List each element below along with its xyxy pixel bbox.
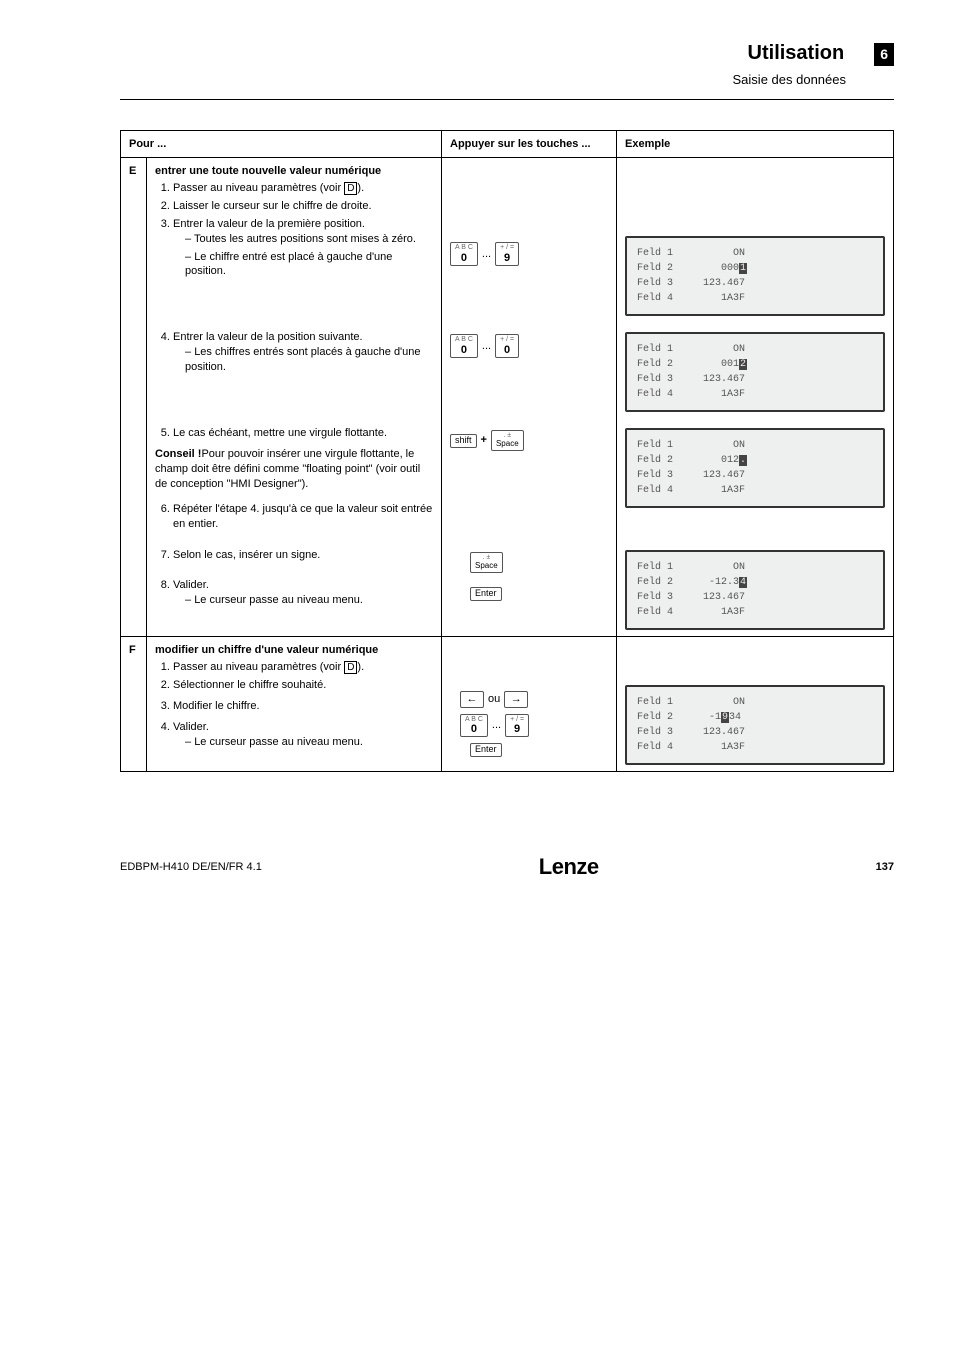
row-e-step3-sub2: Le chiffre entré est placé à gauche d'un… [185,250,433,280]
row-f-step4-sub1: Le curseur passe au niveau menu. [185,735,433,750]
row-e-keys-1: A B C0 ... + / =9 [442,158,617,323]
key-abc0: A B C0 [450,242,478,266]
row-e-step3: Entrer la valeur de la première position… [173,217,433,279]
row-e-step8: Valider. Le curseur passe au niveau menu… [173,578,433,608]
row-e-step1: Passer au niveau paramètres (voir D). [173,181,433,196]
row-f-intro: modifier un chiffre d'une valeur numériq… [155,643,433,658]
row-e-desc-1: entrer une toute nouvelle valeur numériq… [147,158,442,323]
row-e-keys-3: shift + . ±Space [442,418,617,540]
chapter-number: 6 [874,43,894,66]
key-enter-f: Enter [470,743,502,757]
screen-e5: Feld 1 ON Feld 2 012. Feld 3 123.467 Fel… [625,428,885,508]
row-e-desc-4: Selon le cas, insérer un signe. Valider.… [147,540,442,637]
row-e-step5: Le cas échéant, mettre une virgule flott… [173,426,433,441]
row-f-desc: modifier un chiffre d'une valeur numériq… [147,637,442,772]
row-e-desc-2: Entrer la valeur de la position suivante… [147,322,442,418]
key-space-sign: . ±Space [470,552,503,572]
row-e-intro: entrer une toute nouvelle valeur numériq… [155,164,433,179]
screen-e4: Feld 1 ON Feld 2 0012 Feld 3 123.467 Fel… [625,332,885,412]
row-f-ex: Feld 1 ON Feld 2 -1934 Feld 3 123.467 Fe… [617,637,894,772]
header-rule [120,99,894,100]
instruction-table: Pour ... Appuyer sur les touches ... Exe… [120,130,894,773]
row-e-step4: Entrer la valeur de la position suivante… [173,330,433,375]
row-e-step4-sub1: Les chiffres entrés sont placés à gauche… [185,345,433,375]
key-enter: Enter [470,587,502,601]
row-f-step1: Passer au niveau paramètres (voir D). [173,660,433,675]
col-header-example: Exemple [617,130,894,158]
label-ou: ou [488,692,500,707]
footer-left: EDBPM-H410 DE/EN/FR 4.1 [120,860,262,875]
col-header-pour: Pour ... [121,130,442,158]
key-abc0-f: A B C0 [460,714,488,738]
key-0: + / =0 [495,334,519,358]
row-e-keys-2: A B C0 ... + / =0 [442,322,617,418]
row-e-ex-2: Feld 1 ON Feld 2 0012 Feld 3 123.467 Fel… [617,322,894,418]
row-e-letter: E [121,158,147,323]
row-e-step6: Répéter l'étape 4. jusqu'à ce que la val… [173,502,433,532]
row-f-step3: Modifier le chiffre. [173,699,433,714]
screen-e3: Feld 1 ON Feld 2 0001 Feld 3 123.467 Fel… [625,236,885,316]
key-arrow-right: → [504,691,528,707]
page-subtitle: Saisie des données [120,71,846,89]
key-arrow-left: ← [460,691,484,707]
key-dots-f: ... [492,718,501,733]
row-f-step2: Sélectionner le chiffre souhaité. [173,678,433,693]
row-e-step2: Laisser le curseur sur le chiffre de dro… [173,199,433,214]
row-f-step4: Valider. Le curseur passe au niveau menu… [173,720,433,750]
key-space: . ±Space [491,430,524,450]
key-dots-2: ... [482,339,491,354]
row-e-ex-4: Feld 1 ON Feld 2 -12.34 Feld 3 123.467 F… [617,540,894,637]
row-e-step7: Selon le cas, insérer un signe. [173,548,433,563]
row-e-desc-3: Le cas échéant, mettre une virgule flott… [147,418,442,540]
screen-e7: Feld 1 ON Feld 2 -12.34 Feld 3 123.467 F… [625,550,885,630]
page-header: Utilisation 6 Saisie des données [120,40,894,100]
row-e-ex-1: Feld 1 ON Feld 2 0001 Feld 3 123.467 Fel… [617,158,894,323]
row-e-keys-4: . ±Space Enter [442,540,617,637]
key-plus: + [481,433,487,448]
row-f-letter: F [121,637,147,772]
row-e-step3-sub1: Toutes les autres positions sont mises à… [185,232,433,247]
footer-page: 137 [876,860,894,875]
key-shift: shift [450,434,477,448]
footer-logo: Lenze [539,852,599,882]
row-e-step8-sub1: Le curseur passe au niveau menu. [185,593,433,608]
key-9: + / =9 [495,242,519,266]
page-footer: EDBPM-H410 DE/EN/FR 4.1 Lenze 137 [120,852,894,882]
key-9-f: + / =9 [505,714,529,738]
row-f-keys: ← ou → A B C0 ... + / =9 Enter [442,637,617,772]
screen-f: Feld 1 ON Feld 2 -1934 Feld 3 123.467 Fe… [625,685,885,765]
row-e-ex-3: Feld 1 ON Feld 2 012. Feld 3 123.467 Fel… [617,418,894,540]
key-abc0-2: A B C0 [450,334,478,358]
page-title: Utilisation [748,40,845,67]
col-header-keys: Appuyer sur les touches ... [442,130,617,158]
key-dots: ... [482,247,491,262]
tip-label: Conseil ! [155,448,201,460]
